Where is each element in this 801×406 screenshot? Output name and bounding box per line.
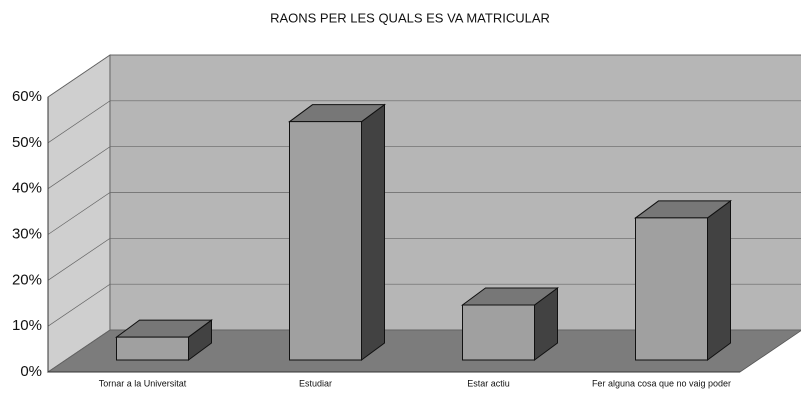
x-tick-label: Tornar a la Universitat (99, 378, 187, 388)
bar-front (116, 336, 189, 361)
chart-title: RAONS PER LES QUALS ES VA MATRICULAR (270, 10, 550, 25)
y-tick-label: 0% (20, 363, 42, 380)
grid-line (47, 237, 801, 281)
y-tick-label: 60% (12, 88, 42, 105)
bar-front (462, 304, 535, 361)
grid-line (47, 329, 801, 373)
bar (460, 287, 560, 361)
x-tick-label: Fer alguna cosa que no vaig poder (592, 378, 731, 388)
grid-line (47, 146, 801, 189)
bar (114, 319, 214, 361)
y-tick-label: 40% (12, 180, 42, 197)
bar (287, 103, 387, 361)
x-tick-label: Estar actiu (467, 378, 510, 388)
grid-line (47, 54, 801, 98)
y-tick-label: 30% (12, 225, 42, 242)
bar-side (707, 199, 731, 361)
grid-line (47, 192, 801, 235)
x-tick-label: Estudiar (299, 378, 332, 388)
y-tick-label: 50% (12, 134, 42, 151)
y-tick-label: 10% (12, 317, 42, 334)
bar-side (361, 103, 385, 361)
y-tick-label: 20% (12, 271, 42, 288)
bar (633, 199, 733, 361)
grid-line (47, 100, 801, 144)
bar-front (289, 121, 362, 361)
bar-front (635, 217, 708, 361)
grid-line (47, 283, 801, 327)
